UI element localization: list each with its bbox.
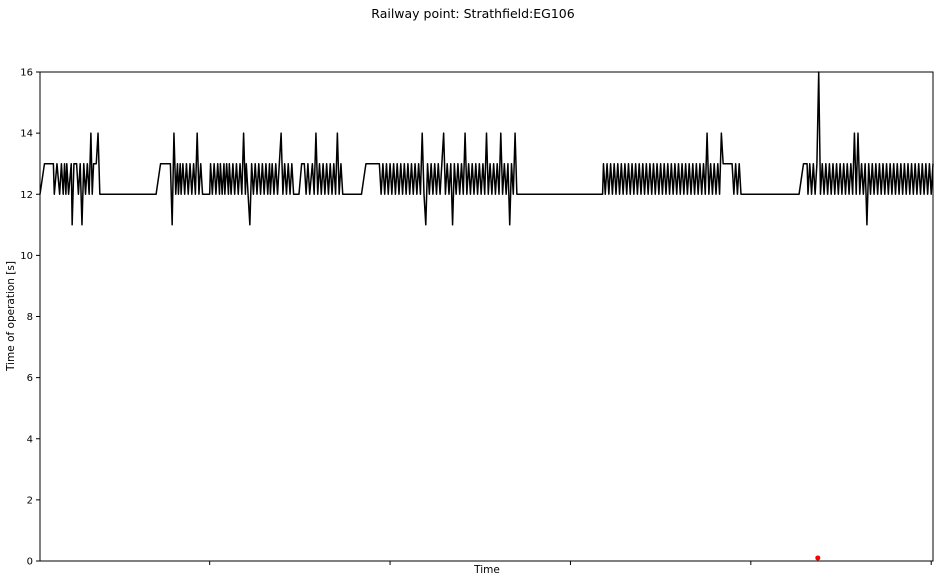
- y-tick-label: 12: [20, 190, 33, 201]
- y-axis-label: Time of operation [s]: [5, 261, 17, 372]
- y-tick-label: 16: [20, 68, 33, 79]
- marker-point: [815, 555, 821, 561]
- series-line: [39, 71, 934, 226]
- x-axis: [209, 561, 932, 565]
- y-tick-label: 6: [27, 373, 33, 384]
- series-layer: [39, 71, 934, 561]
- plot-area: 0 2 4 6 8 10 12 14 16: [20, 68, 934, 568]
- y-tick-label: 14: [20, 129, 33, 140]
- y-tick-label: 10: [20, 251, 33, 262]
- y-tick-label: 4: [27, 434, 33, 445]
- y-axis: 0 2 4 6 8 10 12 14 16: [20, 68, 40, 568]
- x-axis-label: Time: [473, 564, 500, 576]
- y-tick-label: 2: [27, 495, 33, 506]
- y-tick-label: 0: [27, 557, 33, 568]
- y-tick-label: 8: [27, 312, 33, 323]
- chart-title: Railway point: Strathfield:EG106: [371, 6, 574, 21]
